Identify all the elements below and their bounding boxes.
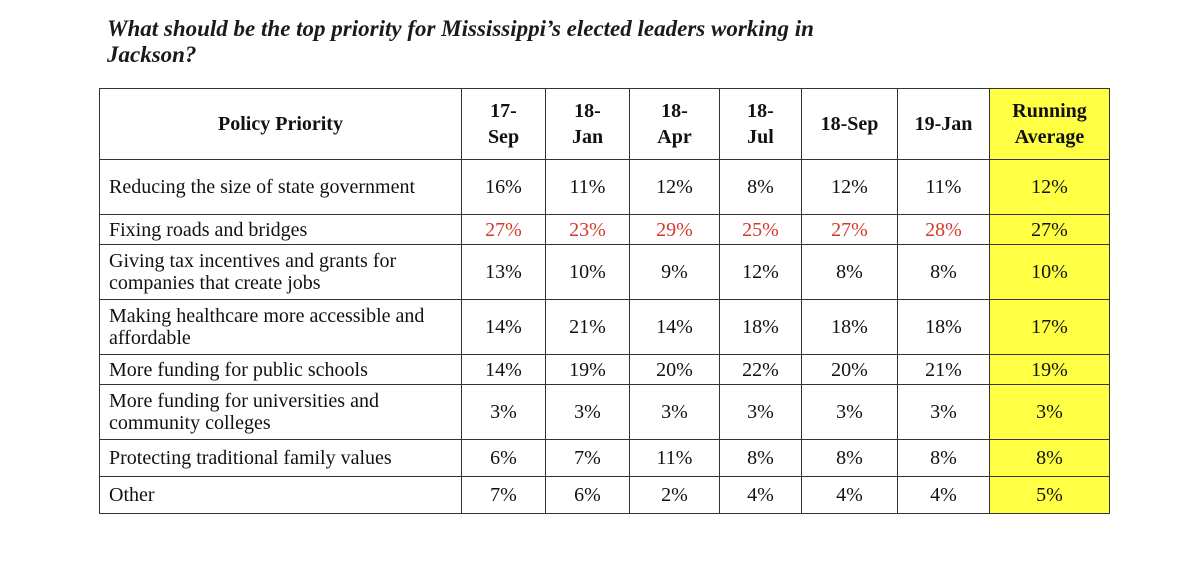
value-cell: 8% <box>719 439 802 477</box>
value-cell: 8% <box>719 159 802 215</box>
average-cell: 10% <box>989 244 1110 300</box>
value-cell: 6% <box>461 439 546 477</box>
header-18-jan: 18- Jan <box>545 88 630 160</box>
table-row: Fixing roads and bridges 27% 23% 29% 25%… <box>99 214 1110 245</box>
value-cell: 12% <box>719 244 802 300</box>
table-row: Making healthcare more accessible and af… <box>99 299 1110 355</box>
average-cell: 8% <box>989 439 1110 477</box>
header-18-jan-line2: Jan <box>571 126 604 148</box>
value-cell: 14% <box>461 299 546 355</box>
value-cell: 21% <box>897 354 990 385</box>
value-cell: 4% <box>897 476 990 514</box>
header-17-sep-line2: Sep <box>487 126 520 148</box>
value-cell: 11% <box>629 439 720 477</box>
header-17-sep: 17- Sep <box>461 88 546 160</box>
policy-name-cell: Making healthcare more accessible and af… <box>99 299 462 355</box>
table-row: Protecting traditional family values 6% … <box>99 439 1110 477</box>
header-19-jan: 19-Jan <box>897 88 990 160</box>
value-cell: 7% <box>461 476 546 514</box>
policy-name-cell: Other <box>99 476 462 514</box>
average-cell: 17% <box>989 299 1110 355</box>
value-cell: 23% <box>545 214 630 245</box>
value-cell: 20% <box>629 354 720 385</box>
header-18-jul-line1: 18- <box>747 100 774 122</box>
policy-name-cell: Protecting traditional family values <box>99 439 462 477</box>
value-cell: 3% <box>897 384 990 440</box>
header-row: Policy Priority 17- Sep 18- Jan 18- Apr … <box>99 88 1110 160</box>
value-cell: 8% <box>897 439 990 477</box>
policy-name-cell: Fixing roads and bridges <box>99 214 462 245</box>
value-cell: 19% <box>545 354 630 385</box>
value-cell: 25% <box>719 214 802 245</box>
chart-title: What should be the top priority for Miss… <box>107 16 814 67</box>
value-cell: 8% <box>897 244 990 300</box>
table-row: More funding for public schools 14% 19% … <box>99 354 1110 385</box>
value-cell: 8% <box>801 244 898 300</box>
table-row: Reducing the size of state government 16… <box>99 159 1110 215</box>
policy-name-cell: Giving tax incentives and grants for com… <box>99 244 462 300</box>
value-cell: 10% <box>545 244 630 300</box>
table-row: More funding for universities and commun… <box>99 384 1110 440</box>
value-cell: 4% <box>719 476 802 514</box>
value-cell: 18% <box>897 299 990 355</box>
policy-name-cell: Reducing the size of state government <box>99 159 462 215</box>
value-cell: 28% <box>897 214 990 245</box>
header-18-apr-line2: Apr <box>657 126 692 148</box>
average-cell: 3% <box>989 384 1110 440</box>
value-cell: 3% <box>461 384 546 440</box>
value-cell: 11% <box>897 159 990 215</box>
value-cell: 8% <box>801 439 898 477</box>
header-18-apr: 18- Apr <box>629 88 720 160</box>
policy-name-cell: More funding for public schools <box>99 354 462 385</box>
average-cell: 19% <box>989 354 1110 385</box>
value-cell: 27% <box>461 214 546 245</box>
table-row: Giving tax incentives and grants for com… <box>99 244 1110 300</box>
value-cell: 20% <box>801 354 898 385</box>
header-18-jul-line2: Jul <box>747 126 774 148</box>
header-17-sep-line1: 17- <box>490 100 517 122</box>
value-cell: 14% <box>461 354 546 385</box>
value-cell: 12% <box>629 159 720 215</box>
header-18-jan-line1: 18- <box>574 100 601 122</box>
value-cell: 18% <box>801 299 898 355</box>
value-cell: 18% <box>719 299 802 355</box>
average-cell: 5% <box>989 476 1110 514</box>
header-running-average: Running Average <box>989 88 1110 160</box>
value-cell: 3% <box>801 384 898 440</box>
header-18-jul: 18- Jul <box>719 88 802 160</box>
value-cell: 4% <box>801 476 898 514</box>
average-cell: 27% <box>989 214 1110 245</box>
header-18-apr-line1: 18- <box>661 100 688 122</box>
value-cell: 14% <box>629 299 720 355</box>
value-cell: 3% <box>629 384 720 440</box>
value-cell: 2% <box>629 476 720 514</box>
value-cell: 22% <box>719 354 802 385</box>
header-18-sep: 18-Sep <box>801 88 898 160</box>
header-running-average-line1: Running <box>1012 100 1087 122</box>
table-row: Other 7% 6% 2% 4% 4% 4% 5% <box>99 476 1110 514</box>
value-cell: 3% <box>719 384 802 440</box>
value-cell: 3% <box>545 384 630 440</box>
value-cell: 7% <box>545 439 630 477</box>
value-cell: 21% <box>545 299 630 355</box>
value-cell: 29% <box>629 214 720 245</box>
priority-table: Policy Priority 17- Sep 18- Jan 18- Apr … <box>99 88 1110 514</box>
value-cell: 27% <box>801 214 898 245</box>
header-running-average-line2: Average <box>1014 126 1085 148</box>
policy-name-cell: More funding for universities and commun… <box>99 384 462 440</box>
average-cell: 12% <box>989 159 1110 215</box>
header-policy-priority: Policy Priority <box>99 88 462 160</box>
value-cell: 11% <box>545 159 630 215</box>
value-cell: 16% <box>461 159 546 215</box>
value-cell: 13% <box>461 244 546 300</box>
value-cell: 12% <box>801 159 898 215</box>
value-cell: 6% <box>545 476 630 514</box>
value-cell: 9% <box>629 244 720 300</box>
